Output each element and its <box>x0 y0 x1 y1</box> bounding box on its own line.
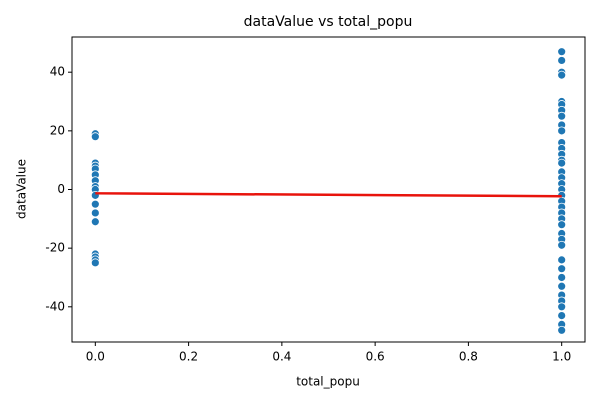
y-tick-label: 0 <box>57 182 65 196</box>
point <box>557 70 567 80</box>
point <box>90 199 100 209</box>
point <box>557 264 567 274</box>
point <box>90 258 100 268</box>
point <box>557 273 567 282</box>
trend-line <box>95 192 562 198</box>
y-tick-label: -40 <box>45 299 65 313</box>
x-tick-label: 0.0 <box>86 350 105 364</box>
x-tick-label: 0.6 <box>366 350 385 364</box>
point <box>557 281 567 291</box>
point <box>557 47 567 57</box>
point <box>557 56 567 65</box>
point <box>557 311 567 321</box>
x-tick-label: 1.0 <box>552 350 571 364</box>
x-tick-label: 0.2 <box>179 350 198 364</box>
point <box>557 302 567 312</box>
y-tick-label: 40 <box>50 65 65 79</box>
chart-title: dataValue vs total_popu <box>244 14 413 30</box>
y-axis-label: dataValue <box>15 159 29 219</box>
point <box>557 220 567 230</box>
point <box>557 126 567 136</box>
point <box>557 158 567 168</box>
point <box>90 208 100 218</box>
x-tick-label: 0.8 <box>459 350 478 364</box>
plot-frame <box>71 36 586 343</box>
y-tick-label: -20 <box>45 241 65 255</box>
point <box>557 240 567 250</box>
point <box>557 325 567 335</box>
x-axis-label: total_popu <box>296 375 360 389</box>
y-tick-label: 20 <box>50 123 65 137</box>
x-tick-label: 0.4 <box>272 350 291 364</box>
point <box>90 217 100 227</box>
point <box>557 111 567 121</box>
point <box>90 132 100 142</box>
point <box>557 255 567 265</box>
